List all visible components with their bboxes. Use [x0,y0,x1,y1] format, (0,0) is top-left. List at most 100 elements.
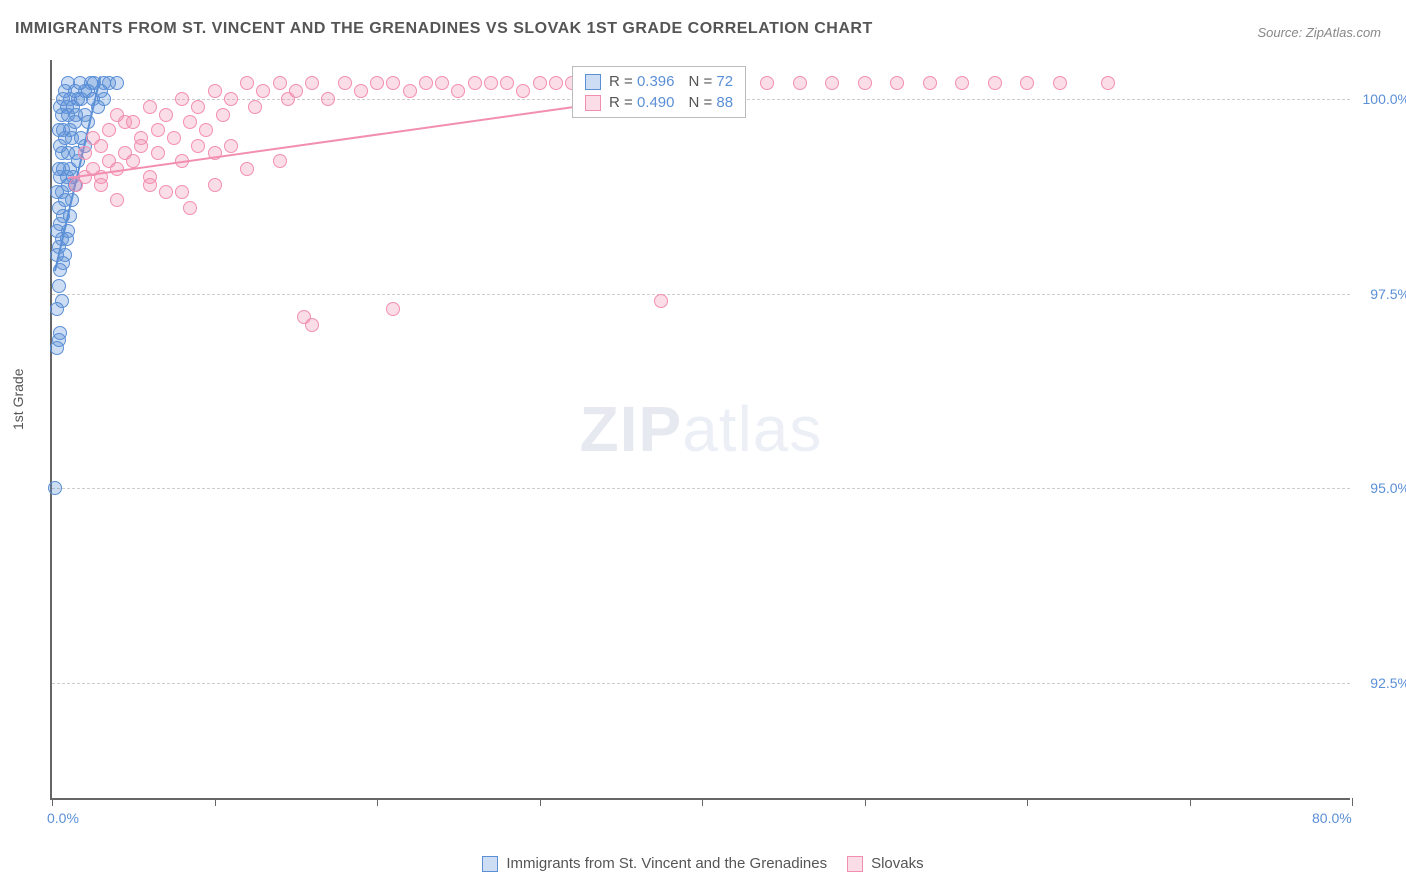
data-point [549,76,563,90]
y-axis-label: 1st Grade [10,369,26,430]
chart-title: IMMIGRANTS FROM ST. VINCENT AND THE GREN… [15,20,873,38]
x-tick [52,798,53,806]
x-tick [865,798,866,806]
x-tick [1027,798,1028,806]
data-point [199,123,213,137]
y-tick-label: 92.5% [1355,675,1406,691]
x-tick-label: 80.0% [1312,810,1352,826]
data-point [102,123,116,137]
plot-area: ZIPatlas 92.5%95.0%97.5%100.0%0.0%80.0%R… [50,60,1350,800]
data-point [167,131,181,145]
data-point [240,76,254,90]
data-point [216,108,230,122]
data-point [533,76,547,90]
data-point [48,481,62,495]
data-point [110,76,124,90]
x-tick [1352,798,1353,806]
data-point [273,154,287,168]
data-point [825,76,839,90]
data-point [281,92,295,106]
data-point [955,76,969,90]
data-point [890,76,904,90]
data-point [159,185,173,199]
data-point [224,92,238,106]
data-point [175,185,189,199]
data-point [321,92,335,106]
data-point [338,76,352,90]
legend-swatch-series1 [482,856,498,872]
data-point [858,76,872,90]
stats-legend-row: R = 0.396N = 72 [585,73,733,90]
x-tick-label: 0.0% [47,810,79,826]
legend-swatch [585,74,601,90]
data-point [484,76,498,90]
data-point [500,76,514,90]
data-point [143,100,157,114]
data-point [224,139,238,153]
data-point [419,76,433,90]
data-point [451,84,465,98]
watermark-light: atlas [682,393,822,465]
legend-label-series2: Slovaks [871,855,924,872]
data-point [370,76,384,90]
data-point [78,146,92,160]
stats-legend-row: R = 0.490N = 88 [585,94,733,111]
data-point [793,76,807,90]
stats-text: R = 0.396N = 72 [609,73,733,90]
data-point [403,84,417,98]
data-point [94,139,108,153]
y-tick-label: 100.0% [1355,91,1406,107]
legend-swatch-series2 [847,856,863,872]
watermark-bold: ZIP [580,393,683,465]
data-point [118,115,132,129]
x-tick [1190,798,1191,806]
data-point [191,139,205,153]
data-point [248,100,262,114]
data-point [175,92,189,106]
x-tick [215,798,216,806]
legend-label-series1: Immigrants from St. Vincent and the Gren… [506,855,827,872]
y-tick-label: 95.0% [1355,480,1406,496]
data-point [55,294,69,308]
bottom-legend: Immigrants from St. Vincent and the Gren… [0,855,1406,872]
gridline [52,683,1350,684]
source-attribution: Source: ZipAtlas.com [1257,25,1381,40]
data-point [468,76,482,90]
watermark: ZIPatlas [580,392,823,466]
data-point [354,84,368,98]
data-point [110,193,124,207]
data-point [1053,76,1067,90]
data-point [240,162,254,176]
legend-item-series2: Slovaks [847,855,924,872]
data-point [94,178,108,192]
data-point [159,108,173,122]
x-tick [702,798,703,806]
data-point [988,76,1002,90]
data-point [134,131,148,145]
data-point [273,76,287,90]
data-point [191,100,205,114]
data-point [52,279,66,293]
data-point [183,201,197,215]
stats-text: R = 0.490N = 88 [609,94,733,111]
data-point [256,84,270,98]
data-point [151,123,165,137]
data-point [53,326,67,340]
data-point [1020,76,1034,90]
x-tick [540,798,541,806]
data-point [305,76,319,90]
data-point [208,178,222,192]
data-point [435,76,449,90]
data-point [923,76,937,90]
x-tick [377,798,378,806]
data-point [1101,76,1115,90]
data-point [151,146,165,160]
y-tick-label: 97.5% [1355,286,1406,302]
stats-legend: R = 0.396N = 72 R = 0.490N = 88 [572,66,746,118]
legend-swatch [585,95,601,111]
data-point [516,84,530,98]
data-point [654,294,668,308]
data-point [386,76,400,90]
data-point [386,302,400,316]
legend-item-series1: Immigrants from St. Vincent and the Gren… [482,855,827,872]
